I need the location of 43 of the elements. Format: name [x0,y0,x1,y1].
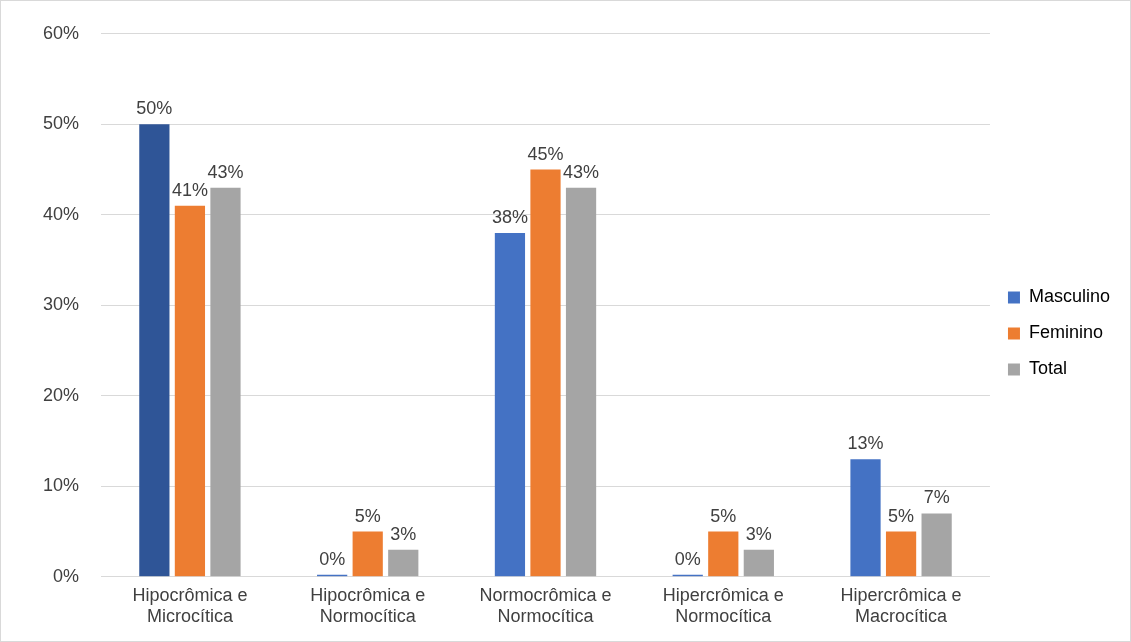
data-label: 7% [923,487,950,508]
data-label: 0% [319,548,346,569]
data-label: 5% [710,505,737,526]
legend-label: Masculino [1028,286,1111,307]
bar [850,459,881,577]
data-label: 5% [354,505,381,526]
data-label: 50% [136,98,173,119]
y-tick-label: 50% [43,113,80,134]
y-tick-label: 30% [43,294,80,315]
y-tick-label: 0% [53,565,80,586]
data-label: 3% [745,523,772,544]
y-tick-label: 60% [43,22,80,43]
data-label: 43% [563,161,600,182]
data-label: 43% [207,161,244,182]
bar [174,205,206,577]
x-tick-label: Hipercrômica e Normocítica [662,584,784,627]
x-tick-label: Hipocrômica e Microcítica [132,584,248,627]
bar [743,549,774,577]
data-label: 45% [527,143,564,164]
y-tick-label: 20% [43,384,80,405]
y-tick-label: 40% [43,203,80,224]
y-tick-label: 10% [43,475,80,496]
bar [388,549,419,577]
data-label: 41% [171,179,208,200]
legend-label: Total [1028,358,1067,379]
bar [565,187,597,577]
data-label: 13% [847,433,884,454]
bar [494,232,526,577]
data-label: 3% [390,523,417,544]
bar [352,531,383,577]
bar [210,187,241,577]
x-tick-label: Hipercrômica e Macrocítica [840,584,962,627]
bar [921,513,952,577]
x-tick-label: Normocrômica e Normocítica [479,584,612,627]
bar [530,169,561,577]
bar [708,531,739,577]
data-label: 0% [674,548,701,569]
bar [885,531,917,577]
data-label: 5% [888,505,915,526]
legend-label: Feminino [1028,322,1103,343]
data-label: 38% [491,206,528,227]
x-tick-label: Hipocrômica e Normocítica [310,584,426,627]
bar [139,124,170,577]
